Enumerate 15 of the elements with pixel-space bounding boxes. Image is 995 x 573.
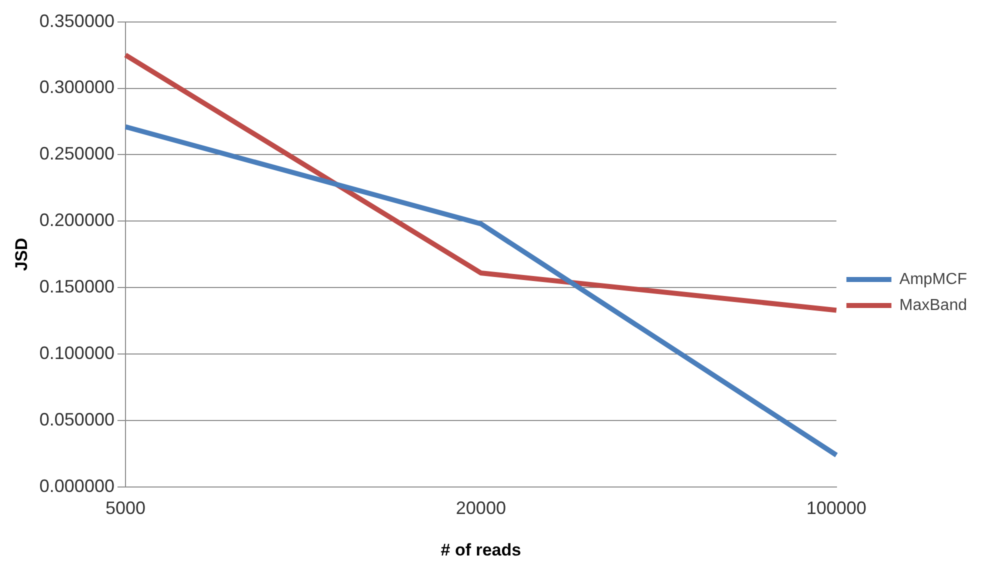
y-tick-label: 0.300000: [39, 77, 114, 98]
y-tick-label: 0.100000: [39, 343, 114, 364]
x-tick-label: 100000: [806, 498, 866, 518]
y-axis-title: JSD: [12, 238, 31, 271]
y-tick-label: 0.150000: [39, 276, 114, 297]
y-tick-label: 0.050000: [39, 410, 114, 430]
x-tick-label: 5000: [105, 498, 146, 518]
y-tick-label: 0.200000: [39, 210, 114, 230]
x-axis-title: # of reads: [440, 540, 522, 560]
legend-label: AmpMCF: [899, 270, 968, 288]
legend-label: MaxBand: [899, 296, 967, 314]
y-tick-label: 0.350000: [39, 10, 114, 31]
y-tick-label: 0.250000: [39, 144, 114, 164]
x-tick-label: 20000: [456, 498, 506, 518]
y-tick-label: 0.000000: [39, 476, 114, 496]
